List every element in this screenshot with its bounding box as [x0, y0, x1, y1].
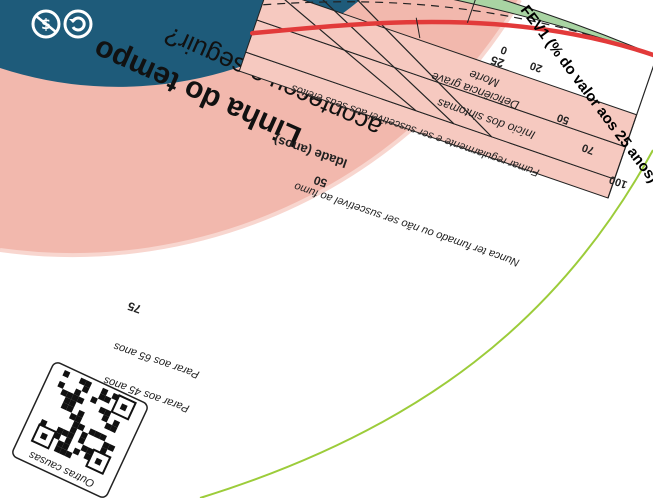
decline-line-2 — [277, 0, 455, 125]
y-tick-100: 100 — [608, 173, 629, 191]
y-tick-70: 70 — [580, 141, 596, 156]
x-tick-50: 50 — [311, 173, 328, 191]
smoker-curve — [250, 19, 653, 59]
arrow-never — [466, 0, 478, 23]
y-tick-50: 50 — [555, 111, 571, 126]
annotation-stop65: Parar aos 65 anos — [112, 340, 201, 381]
annotation-never: Nunca ter fumado ou não ser suscetível a… — [293, 180, 521, 269]
chart-area — [238, 0, 653, 199]
outer-green-curve — [199, 149, 653, 498]
cc-nc-icon: $ — [31, 9, 61, 39]
x-tick-25: 25 — [488, 53, 505, 71]
arrow-smoker — [415, 17, 421, 39]
y-tick-20: 20 — [528, 59, 544, 74]
decline-line-1 — [287, 0, 493, 138]
qr-code[interactable]: Outras causas — [11, 361, 149, 498]
qr-pattern — [30, 370, 137, 476]
y-axis-line — [607, 55, 653, 199]
y-axis-ticks: 0 20 50 70 100 — [499, 43, 629, 190]
decline-line-3 — [268, 0, 417, 112]
x-tick-75: 75 — [125, 299, 142, 317]
never-smoked-band — [274, 0, 653, 57]
y-tick-0: 0 — [499, 43, 509, 56]
